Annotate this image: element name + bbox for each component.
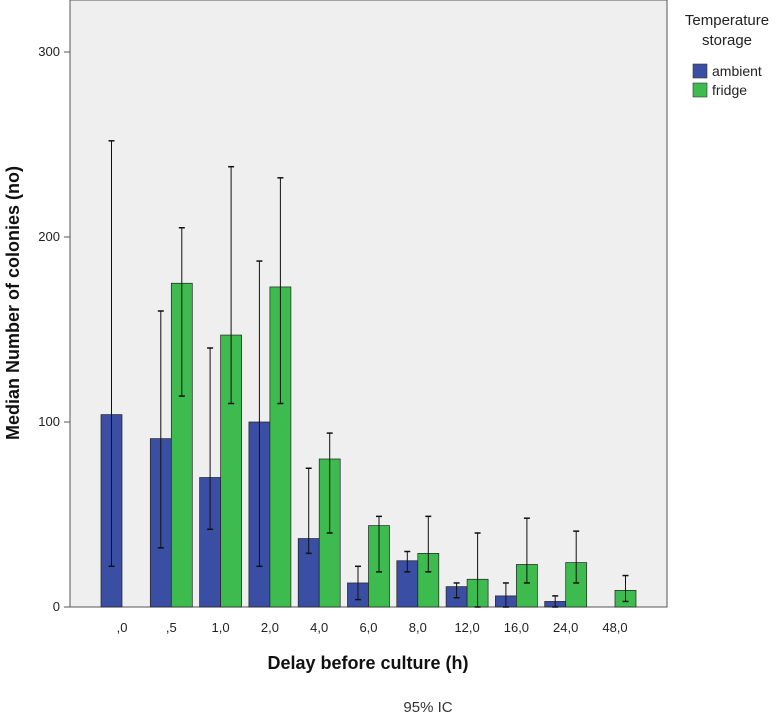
y-tick-label-200: 200	[38, 229, 60, 244]
error-bar-ambient-0	[108, 140, 115, 568]
error-bar-fridge-4	[326, 432, 333, 534]
x-tick-label-1: ,5	[166, 620, 177, 635]
error-bar-fridge-1	[178, 227, 185, 397]
legend-swatch-ambient	[692, 63, 708, 79]
legend-label-ambient: ambient	[712, 63, 762, 79]
error-bar-ambient-5	[355, 565, 361, 601]
x-tick-label-10: 48,0	[602, 620, 627, 635]
x-tick-label-4: 4,0	[310, 620, 328, 635]
x-tick-label-8: 16,0	[504, 620, 529, 635]
y-axis: 0 100 200 300	[38, 44, 70, 614]
error-bar-ambient-4	[305, 467, 312, 555]
error-bar-ambient-3	[256, 260, 263, 568]
error-bar-ambient-8	[502, 582, 509, 608]
error-bar-ambient-7	[453, 582, 460, 599]
x-axis: ,0 ,5 1,0 2,0 4,0 6,0 8,0 12,0 16,0 24,0 48,0	[117, 620, 628, 635]
x-tick-label-6: 8,0	[409, 620, 427, 635]
error-bar-fridge-8	[523, 517, 530, 584]
y-axis-title: Median Number of colonies (no)	[3, 166, 23, 440]
x-tick-label-2: 1,0	[212, 620, 230, 635]
confidence-interval-note: 95% IC	[403, 699, 452, 714]
legend-label-fridge: fridge	[712, 82, 747, 98]
x-tick-label-7: 12,0	[454, 620, 479, 635]
error-bar-fridge-5	[376, 515, 382, 573]
x-tick-label-9: 24,0	[553, 620, 578, 635]
error-bar-ambient-6	[404, 550, 411, 573]
error-bars	[108, 140, 629, 608]
error-bar-fridge-2	[228, 165, 235, 405]
error-bar-fridge-10	[622, 574, 629, 603]
x-tick-label-0: ,0	[117, 620, 128, 635]
error-bar-ambient-1	[157, 310, 164, 549]
legend-title-line-2: storage	[702, 32, 752, 49]
error-bar-fridge-6	[425, 515, 432, 573]
y-tick-label-100: 100	[38, 414, 60, 429]
legend-title-line-1: Temperature	[685, 12, 769, 29]
error-bar-fridge-7	[474, 532, 481, 608]
error-bar-fridge-9	[573, 530, 580, 584]
error-bar-fridge-3	[277, 177, 284, 405]
y-tick-label-0: 0	[53, 599, 60, 614]
x-axis-title: Delay before culture (h)	[267, 653, 468, 673]
error-bar-ambient-9	[552, 595, 559, 608]
error-bar-ambient-2	[207, 347, 214, 531]
legend: Temperature storage ambient fridge	[685, 12, 769, 98]
x-tick-label-3: 2,0	[261, 620, 279, 635]
x-tick-label-5: 6,0	[359, 620, 377, 635]
legend-swatch-fridge	[692, 82, 708, 98]
y-tick-label-300: 300	[38, 44, 60, 59]
